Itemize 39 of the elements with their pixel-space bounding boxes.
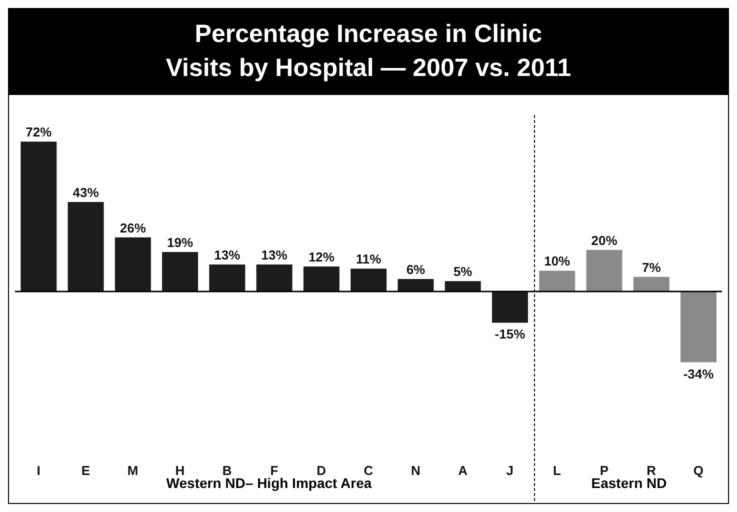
data-label: 12%: [308, 250, 335, 265]
data-label: 13%: [261, 247, 288, 262]
data-label: 11%: [356, 252, 382, 267]
data-label: 43%: [72, 185, 100, 200]
data-label: 7%: [642, 260, 662, 275]
bar: [398, 279, 434, 292]
bar: [256, 264, 292, 292]
bar: [633, 276, 670, 292]
bar: [162, 252, 198, 292]
x-tick-label: A: [458, 463, 468, 478]
x-tick-label: M: [127, 463, 138, 478]
data-label: 20%: [591, 232, 618, 248]
data-label: 10%: [544, 254, 571, 269]
x-tick-label: L: [553, 463, 562, 478]
chart-title: Percentage Increase in Clinic Visits by Hospital — 2007 vs. 2011: [9, 9, 728, 95]
x-tick-label: J: [506, 463, 514, 478]
bar: [586, 250, 622, 292]
data-label: 72%: [26, 124, 52, 140]
bar: [20, 142, 57, 292]
x-tick-label: E: [81, 463, 90, 478]
data-label: -15%: [494, 326, 526, 342]
data-label: 13%: [214, 247, 241, 262]
bar: [303, 266, 340, 292]
bar: [209, 264, 246, 292]
data-label: 5%: [453, 264, 473, 280]
bar: [114, 237, 151, 292]
bar: [350, 268, 387, 292]
data-label: -34%: [683, 366, 714, 382]
bar: [680, 292, 717, 362]
x-tick-label: Q: [693, 463, 704, 478]
x-tick-label: N: [410, 463, 420, 478]
data-label: 19%: [167, 234, 194, 250]
data-label: 6%: [406, 262, 426, 278]
data-label: 26%: [120, 220, 146, 236]
bar: [444, 281, 481, 292]
bar: [492, 292, 528, 323]
bar: [539, 270, 576, 292]
bar: [68, 202, 104, 292]
x-tick-label: I: [36, 463, 40, 478]
